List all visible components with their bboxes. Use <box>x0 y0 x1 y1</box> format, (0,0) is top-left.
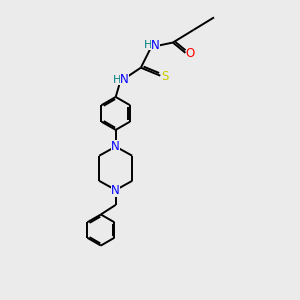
Text: O: O <box>186 47 195 61</box>
Text: H: H <box>113 75 122 85</box>
Text: N: N <box>111 184 120 197</box>
Text: N: N <box>120 73 129 86</box>
Text: N: N <box>151 39 160 52</box>
Text: S: S <box>162 70 169 83</box>
Text: H: H <box>144 40 153 50</box>
Text: N: N <box>111 140 120 153</box>
